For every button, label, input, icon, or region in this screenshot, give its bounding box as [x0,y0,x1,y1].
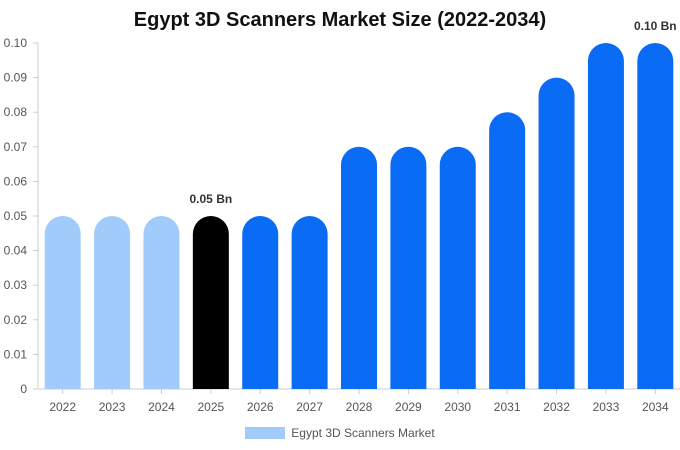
legend-label: Egypt 3D Scanners Market [291,426,435,440]
bar-2025[interactable] [192,216,229,389]
x-tick-label-2031: 2031 [494,400,521,414]
y-tick-label: 0.03 [4,278,28,292]
bar-2026[interactable] [242,216,279,389]
bar-2033[interactable] [587,43,624,389]
legend[interactable]: Egypt 3D Scanners Market [0,426,680,440]
bar-2029[interactable] [390,146,427,389]
y-tick-label: 0 [20,382,27,396]
x-tick-label-2034: 2034 [642,400,669,414]
bar-2027[interactable] [291,216,328,389]
x-tick-label-2025: 2025 [197,400,224,414]
legend-swatch [245,427,286,439]
y-tick-label: 0.07 [4,140,28,154]
x-tick-label-2023: 2023 [99,400,126,414]
x-tick-label-2026: 2026 [247,400,274,414]
bar-2031[interactable] [489,112,526,389]
bar-2024[interactable] [143,216,180,389]
y-tick-label: 0.09 [4,71,28,85]
bar-2023[interactable] [94,216,131,389]
y-tick-label: 0.10 [4,36,28,50]
y-tick-label: 0.01 [4,347,28,361]
x-tick-label-2032: 2032 [543,400,570,414]
bar-2022[interactable] [44,216,81,389]
y-tick-label: 0.02 [4,313,28,327]
x-tick-label-2028: 2028 [346,400,373,414]
x-tick-label-2029: 2029 [395,400,422,414]
x-tick-label-2024: 2024 [148,400,175,414]
x-tick-label-2022: 2022 [49,400,76,414]
y-tick-label: 0.05 [4,209,28,223]
y-tick-label: 0.08 [4,105,28,119]
bar-2032[interactable] [538,77,575,389]
x-tick-label-2033: 2033 [593,400,620,414]
data-label-2034: 0.10 Bn [634,19,677,33]
bar-2030[interactable] [439,146,476,389]
chart-title: Egypt 3D Scanners Market Size (2022-2034… [133,9,547,31]
bar-2028[interactable] [341,146,377,389]
y-tick-label: 0.06 [4,174,28,188]
data-label-2025: 0.05 Bn [190,192,233,206]
x-tick-label-2030: 2030 [444,400,471,414]
x-tick-label-2027: 2027 [296,400,323,414]
bar-2034[interactable] [637,43,674,389]
y-tick-label: 0.04 [4,244,28,258]
